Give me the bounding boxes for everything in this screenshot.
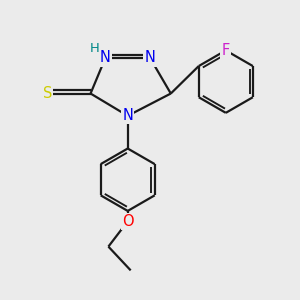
Text: F: F — [222, 43, 230, 58]
Text: S: S — [43, 86, 52, 101]
Text: N: N — [145, 50, 155, 65]
Text: N: N — [100, 50, 111, 65]
Text: O: O — [122, 214, 134, 229]
Text: H: H — [90, 42, 100, 56]
Text: N: N — [122, 108, 133, 123]
